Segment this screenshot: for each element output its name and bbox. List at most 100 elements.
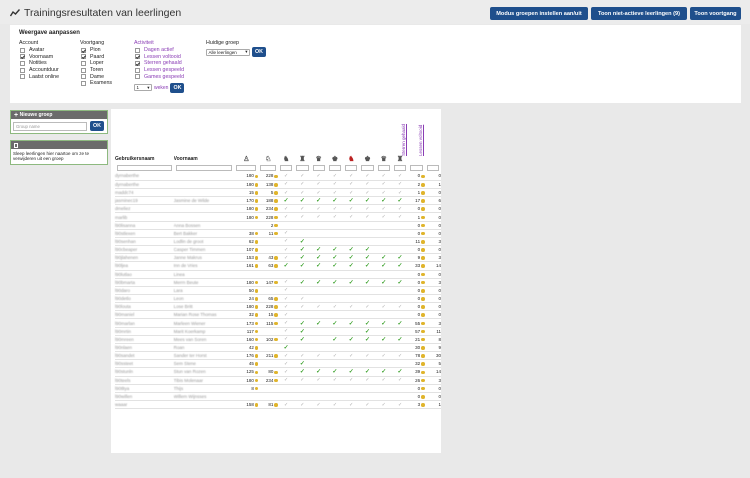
piece-header-3[interactable]: ♜ (294, 154, 310, 164)
filter-input[interactable] (426, 165, 439, 172)
piece-header-7[interactable]: ♚ (359, 154, 375, 164)
progress-cell (375, 384, 392, 393)
stars-value: 39 (415, 369, 421, 375)
voortgang-checkbox[interactable] (81, 74, 86, 80)
activiteit-checkbox[interactable] (135, 60, 140, 66)
activiteit-checkbox[interactable] (135, 67, 140, 73)
check-icon: ✓ (381, 336, 387, 343)
group-ok-button[interactable]: OK (252, 47, 266, 57)
filter-cell-1 (174, 164, 235, 172)
score-value: 228 (265, 173, 274, 179)
filter-input[interactable] (345, 165, 358, 172)
filter-input[interactable] (328, 165, 342, 172)
lessons-cell: 3 (424, 253, 441, 263)
score-cell: 180 (234, 376, 259, 385)
piece-header-0[interactable]: ♙ (234, 154, 258, 164)
lessons-column-header[interactable]: Lessen voltooid (418, 124, 423, 156)
activiteit-option-1[interactable]: Lessen voltooid (134, 54, 184, 61)
voortgang-option-4[interactable]: Dame (80, 73, 112, 80)
filter-input[interactable] (279, 165, 293, 172)
show-progress-button[interactable]: Toon voortgang (690, 7, 741, 20)
check-icon: ✓ (299, 255, 305, 262)
filter-input[interactable] (312, 165, 325, 172)
check-icon: ✓ (299, 336, 305, 343)
account-option-4[interactable]: Laatst online (19, 73, 59, 80)
remove-from-group-panel[interactable]: Sleep leerlingen hier naartoe om ze te v… (10, 140, 108, 165)
voortgang-option-1[interactable]: Paard (80, 54, 112, 61)
activiteit-option-2[interactable]: Sterren gehaald (134, 60, 184, 67)
group-name-input[interactable]: Group name (13, 121, 87, 131)
voortgang-checkbox[interactable] (81, 80, 86, 86)
stars-cell: 0 (408, 204, 425, 214)
username-header[interactable]: Gebruikersnaam (115, 156, 155, 162)
activiteit-option-4[interactable]: Games gespeeld (134, 73, 184, 80)
weeks-select[interactable]: 1 ▾ (134, 84, 152, 92)
piece-header-9[interactable]: ♜ (392, 154, 408, 164)
piece-header-5[interactable]: ♚ (327, 154, 343, 164)
activiteit-checkbox[interactable] (135, 47, 140, 53)
stars-value: 0 (417, 206, 421, 212)
progress-cell: ✓ (294, 335, 311, 344)
coin-icon (274, 215, 278, 220)
weeks-ok-button[interactable]: OK (170, 82, 185, 93)
account-option-2[interactable]: Notities (19, 60, 59, 67)
account-option-3[interactable]: Accountduur (19, 67, 59, 74)
account-checkbox[interactable] (20, 47, 25, 53)
piece-header-6[interactable]: ♞ (343, 154, 359, 164)
piece-header-2[interactable]: ♞ (278, 154, 294, 164)
voortgang-checkbox[interactable] (81, 54, 86, 60)
voortgang-checkbox[interactable] (81, 67, 86, 73)
progress-cell (310, 327, 327, 336)
filter-input[interactable] (117, 165, 172, 172)
coin-icon (254, 288, 259, 293)
progress-cell: ✓ (277, 229, 295, 238)
table-row: l90tltya Thijs 8 0 0 (115, 384, 441, 393)
progress-cell: ✓ (375, 351, 392, 361)
check-icon: ✓ (381, 263, 387, 270)
filter-input[interactable] (296, 165, 309, 172)
voortgang-checkbox[interactable] (81, 60, 86, 66)
voortgang-option-3[interactable]: Toren (80, 67, 112, 74)
voortgang-option-0[interactable]: Pion (80, 47, 112, 54)
filter-input[interactable] (361, 165, 374, 172)
account-checkbox[interactable] (20, 74, 25, 80)
piece-header-4[interactable]: ♛ (311, 154, 327, 164)
account-option-0[interactable]: Avatar (19, 47, 59, 54)
piece-header-11[interactable] (425, 154, 441, 164)
coin-icon (421, 394, 425, 399)
stars-column-header[interactable]: Sterren gehaald (401, 123, 406, 156)
voortgang-checkbox[interactable] (81, 47, 86, 53)
filter-input[interactable] (236, 165, 257, 172)
score-cell (234, 392, 259, 402)
voortgang-option-5[interactable]: Examens (80, 80, 112, 87)
piece-header-1[interactable]: ♘ (258, 154, 277, 164)
activiteit-option-0[interactable]: Dagen actief (134, 47, 184, 54)
activiteit-checkbox[interactable] (135, 54, 140, 60)
filter-input[interactable] (410, 165, 423, 172)
stars-value: 0 (417, 173, 421, 179)
account-checkbox[interactable] (20, 54, 25, 60)
activiteit-option-3[interactable]: Lessen gespeeld (134, 67, 184, 74)
progress-cell (294, 270, 311, 279)
voortgang-option-2[interactable]: Loper (80, 60, 112, 67)
piece-header-8[interactable]: ♛ (376, 154, 392, 164)
filter-input[interactable] (260, 165, 276, 172)
show-inactive-students-button[interactable]: Toon niet-actieve leerlingen (9) (591, 7, 687, 20)
activiteit-checkbox[interactable] (135, 74, 140, 80)
toggle-group-mode-button[interactable]: Modus groepen instellen aan/uit (490, 7, 588, 20)
filter-input[interactable] (393, 165, 407, 172)
filter-input[interactable] (377, 165, 390, 172)
firstname-header[interactable]: Voornaam (173, 156, 198, 162)
progress-cell: ✓ (343, 188, 360, 198)
table-row: l90ssteet Sem Stene 45 ✓ ✓ 32 5 (115, 359, 441, 369)
group-select[interactable]: Alle leerlingen ▾ (206, 48, 250, 56)
filter-input[interactable] (175, 165, 233, 172)
check-icon: ✓ (348, 247, 354, 254)
piece-header-10[interactable] (408, 154, 425, 164)
coin-icon (421, 272, 425, 277)
check-icon: ✓ (300, 401, 305, 408)
account-checkbox[interactable] (20, 67, 25, 73)
account-option-1[interactable]: Voornaam (19, 54, 59, 61)
create-group-button[interactable]: OK (90, 121, 104, 131)
account-checkbox[interactable] (20, 60, 25, 66)
